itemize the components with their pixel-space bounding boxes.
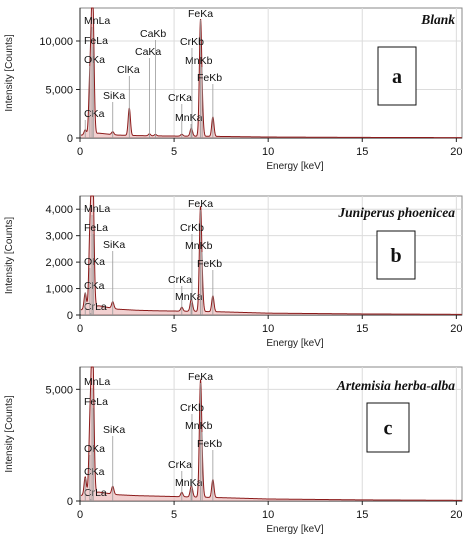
peak-label-crkb: CrKb <box>180 36 204 48</box>
y-axis-label: Intensity [Counts] <box>4 395 15 472</box>
y-tick-label: 4,000 <box>45 204 73 216</box>
x-tick-label: 5 <box>171 509 177 521</box>
x-tick-label: 15 <box>356 146 368 158</box>
peak-label-cka: CKa <box>84 280 105 292</box>
y-tick-label: 5,000 <box>45 384 73 396</box>
x-tick-label: 20 <box>450 323 462 335</box>
peak-label-feka: FeKa <box>188 371 213 383</box>
peak-label-sika: SiKa <box>103 90 125 102</box>
peak-label-oka: OKa <box>84 443 105 455</box>
x-axis-label: Energy [keV] <box>266 161 323 172</box>
x-tick-label: 15 <box>356 509 368 521</box>
peak-label-mnkb: MnKb <box>185 420 213 432</box>
x-tick-label: 15 <box>356 323 368 335</box>
x-tick-label: 10 <box>262 323 274 335</box>
x-tick-label: 5 <box>171 146 177 158</box>
peak-label-cakb: CaKb <box>140 28 166 40</box>
peak-label-sika: SiKa <box>103 424 125 436</box>
peak-label-caka: CaKa <box>135 46 161 58</box>
spectrum-panel-b: 0 5 10 15 20 0 1,000 2,000 3,000 4,000 Energy [keV… <box>4 195 463 349</box>
y-tick-label: 0 <box>67 496 73 508</box>
spectrum-line <box>80 7 462 139</box>
panel-letter-box <box>376 230 416 280</box>
x-tick-label: 0 <box>77 323 83 335</box>
y-tick-label: 0 <box>67 133 73 145</box>
peak-label-feka: FeKa <box>188 8 213 20</box>
peak-label-mnkb: MnKb <box>185 55 213 67</box>
peak-label-fela: FeLa <box>84 222 108 234</box>
x-tick-label: 10 <box>262 509 274 521</box>
peak-label-crla: CrLa <box>84 487 107 499</box>
peak-label-fekb: FeKb <box>197 72 222 84</box>
panel-letter: c <box>384 418 393 440</box>
peak-label-crla: CrLa <box>84 301 107 313</box>
peak-label-crkb: CrKb <box>180 222 204 234</box>
y-axis-label: Intensity [Counts] <box>4 34 15 111</box>
x-axis-label: Energy [keV] <box>266 338 323 349</box>
peak-label-mnkb: MnKb <box>185 240 213 252</box>
peak-label-crka: CrKa <box>168 274 192 286</box>
peak-label-clka: ClKa <box>117 64 140 76</box>
peak-label-fela: FeLa <box>84 35 108 47</box>
peak-label-mnka: MnKa <box>175 477 203 489</box>
x-tick-label: 0 <box>77 146 83 158</box>
peak-label-sika: SiKa <box>103 239 125 251</box>
x-tick-label: 20 <box>450 146 462 158</box>
spectrum-panel-a: 0 5 10 15 20 0 5,000 10,000 Energy [keV] Intensit… <box>4 7 463 172</box>
peak-label-cka: CKa <box>84 466 105 478</box>
x-tick-label: 0 <box>77 509 83 521</box>
peak-label-crka: CrKa <box>168 459 192 471</box>
peak-label-mnka: MnKa <box>175 291 203 303</box>
peak-label-oka: OKa <box>84 256 105 268</box>
peak-label-mnla: MnLa <box>84 376 110 388</box>
peak-label-mnka: MnKa <box>175 112 203 124</box>
panel-letter: b <box>390 245 401 267</box>
panel-title: Blank <box>420 12 455 27</box>
panel-title: Artemisia herba-alba <box>336 378 455 393</box>
x-axis-label: Energy [keV] <box>266 524 323 535</box>
panel-letter-box <box>366 402 410 453</box>
peak-label-crkb: CrKb <box>180 402 204 414</box>
peak-label-cka: CKa <box>84 108 105 120</box>
peak-label-feka: FeKa <box>188 198 213 210</box>
x-tick-label: 5 <box>171 323 177 335</box>
panel-title: Juniperus phoenicea <box>337 205 455 220</box>
spectrum-line <box>80 366 462 501</box>
y-tick-label: 0 <box>67 310 73 322</box>
y-tick-label: 1,000 <box>45 284 73 296</box>
peak-label-crka: CrKa <box>168 92 192 104</box>
panel-letter-box <box>377 46 417 106</box>
peak-label-mnla: MnLa <box>84 15 110 27</box>
panel-letter: a <box>392 66 402 88</box>
peak-label-oka: OKa <box>84 54 105 66</box>
peak-label-fela: FeLa <box>84 396 108 408</box>
y-tick-label: 3,000 <box>45 231 73 243</box>
spectrum-line <box>80 195 462 315</box>
x-tick-label: 20 <box>450 509 462 521</box>
peak-label-fekb: FeKb <box>197 438 222 450</box>
y-tick-label: 10,000 <box>39 36 73 48</box>
y-tick-label: 5,000 <box>45 84 73 96</box>
peak-label-mnla: MnLa <box>84 203 110 215</box>
peak-label-fekb: FeKb <box>197 258 222 270</box>
y-tick-label: 2,000 <box>45 257 73 269</box>
spectrum-panel-c: 0 5 10 15 20 0 5,000 Energy [keV] Intensity [Cou… <box>4 366 463 535</box>
x-tick-label: 10 <box>262 146 274 158</box>
y-axis-label: Intensity [Counts] <box>4 217 15 294</box>
